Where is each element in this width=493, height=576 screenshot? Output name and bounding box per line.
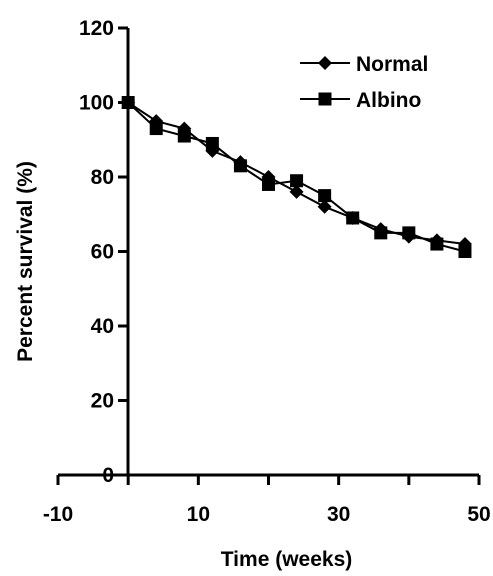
data-point-albino xyxy=(374,226,388,240)
data-point-albino xyxy=(121,96,135,109)
data-point-albino xyxy=(402,226,416,240)
data-point-normal xyxy=(289,184,304,199)
x-tick-label: 30 xyxy=(327,503,350,526)
x-tick-label: 50 xyxy=(467,503,490,526)
data-point-albino xyxy=(149,122,163,136)
y-tick-label: 40 xyxy=(91,315,114,338)
y-axis-title: Percent survival (%) xyxy=(14,161,37,362)
data-point-albino xyxy=(430,237,444,251)
y-ticks: 0 20 40 60 80 100 120 xyxy=(79,17,128,487)
data-point-albino xyxy=(346,211,360,225)
y-tick-label: 20 xyxy=(91,390,114,413)
y-tick-label: 80 xyxy=(91,166,114,189)
data-point-albino xyxy=(205,136,219,150)
series-layer xyxy=(121,95,472,258)
x-tick-label: -10 xyxy=(43,503,73,526)
y-tick-label: 120 xyxy=(79,17,114,40)
legend-label-normal: Normal xyxy=(356,53,428,76)
data-point-albino xyxy=(458,245,472,258)
x-ticks: -10 10 30 50 xyxy=(43,475,491,526)
legend: Normal Albino xyxy=(300,53,428,112)
data-point-albino xyxy=(177,129,191,143)
legend-item-normal: Normal xyxy=(300,53,428,76)
legend-label-albino: Albino xyxy=(356,89,421,112)
y-tick-label: 0 xyxy=(102,464,114,487)
x-axis-title: Time (weeks) xyxy=(221,548,353,571)
data-point-albino xyxy=(318,189,332,203)
data-point-albino xyxy=(262,177,275,191)
data-point-normal xyxy=(317,199,332,214)
legend-item-albino: Albino xyxy=(300,89,421,112)
y-tick-label: 60 xyxy=(91,241,114,264)
data-point-albino xyxy=(233,159,247,173)
legend-marker-normal xyxy=(318,56,332,70)
series-line-normal xyxy=(127,101,466,246)
series-normal xyxy=(121,95,472,252)
y-tick-label: 100 xyxy=(79,92,114,115)
series-albino xyxy=(121,96,472,258)
legend-marker-albino xyxy=(318,92,332,106)
x-tick-label: 10 xyxy=(187,503,210,526)
data-point-albino xyxy=(290,174,304,188)
